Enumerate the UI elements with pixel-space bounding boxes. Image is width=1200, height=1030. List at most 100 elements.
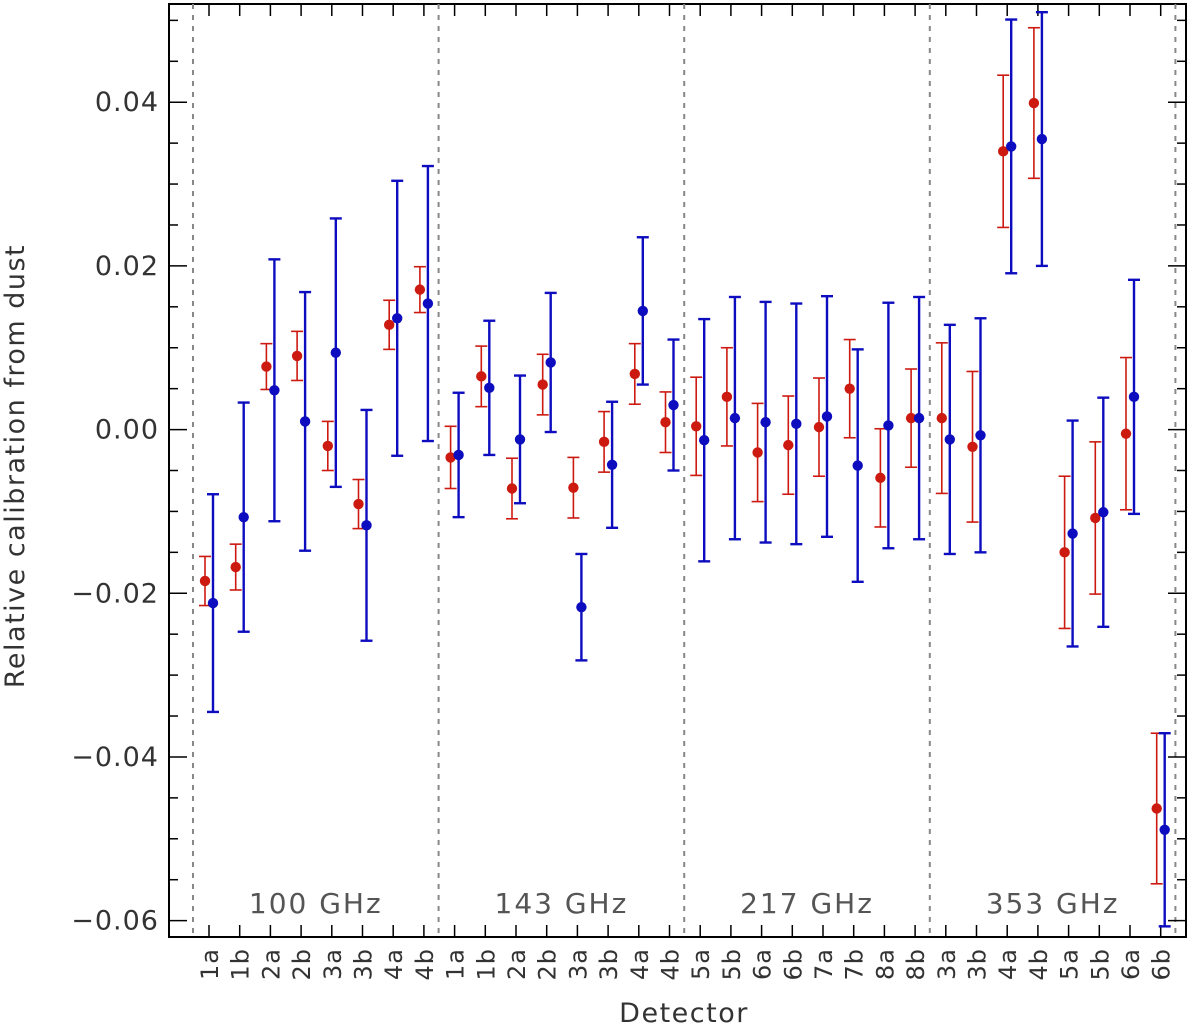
x-tick-label: 1b [472, 948, 500, 981]
blue-point-group [882, 301, 895, 550]
blue-data-point [207, 597, 219, 609]
blue-data-point [760, 417, 771, 428]
y-axis-title: Relative calibration from dust [0, 244, 31, 688]
red-point-group [1120, 356, 1132, 511]
red-point-group [905, 368, 918, 469]
blue-data-point [668, 399, 679, 411]
blue-data-point [1006, 141, 1017, 152]
x-axis-tick-labels: 1a 1b 2a 2b 3a 3b 4a 4b 1a 1b 2a 2b 3a 3b 4a 4b 5a 5b 6a 6b… [196, 948, 1176, 981]
blue-data-point [361, 520, 372, 531]
blue-point-group [667, 338, 680, 472]
y-tick-label: −0.02 [71, 578, 159, 609]
x-tick-label: 1a [442, 948, 470, 980]
red-point-group [751, 402, 764, 503]
band-labels: 100 GHz 143 GHz 217 GHz 353 GHz [249, 887, 1118, 920]
x-tick-label: 1a [196, 948, 224, 980]
blue-point-group [421, 164, 434, 443]
x-tick-label: 4a [380, 948, 408, 980]
blue-point-group [1035, 10, 1048, 268]
blue-point-group [452, 391, 465, 519]
red-point-group [444, 425, 457, 490]
red-data-point [691, 421, 702, 432]
blue-point-group [759, 300, 772, 544]
band-label: 217 GHz [740, 887, 874, 920]
blue-point-group [268, 258, 281, 523]
x-tick-label: 4a [994, 948, 1022, 980]
red-point-group [199, 555, 211, 607]
red-point-group [1089, 441, 1102, 595]
x-tick-label: 3a [564, 948, 592, 980]
x-tick-label: 4b [1025, 948, 1053, 981]
red-point-group [598, 410, 611, 473]
blue-point-group [728, 295, 741, 541]
red-data-point [660, 417, 671, 428]
blue-point-group [851, 348, 864, 584]
x-tick-label: 3b [964, 948, 992, 981]
x-tick-label: 3b [595, 948, 623, 981]
blue-data-point [484, 382, 495, 394]
red-data-point [445, 452, 456, 463]
red-point-group [628, 342, 641, 406]
red-point-group [997, 74, 1010, 229]
x-tick-label: 8b [902, 948, 930, 981]
blue-data-point [422, 298, 434, 309]
red-data-point [1090, 512, 1101, 524]
blue-point-group [698, 317, 711, 563]
blue-data-point [576, 601, 587, 613]
red-data-point [813, 421, 825, 433]
red-data-point [230, 561, 241, 573]
blue-point-group [606, 400, 619, 529]
blue-point-group [483, 319, 496, 457]
red-point-group [935, 342, 948, 495]
red-data-point [1151, 803, 1162, 814]
blue-data-point [238, 511, 249, 523]
x-tick-label: 6b [1148, 948, 1176, 981]
red-data-point [476, 371, 487, 382]
red-point-group [690, 376, 703, 477]
red-data-point [721, 391, 733, 403]
x-tick-label: 5a [687, 948, 715, 980]
red-point-group [1058, 475, 1071, 630]
blue-point-group [821, 294, 833, 538]
blue-point-group [1158, 732, 1171, 928]
y-tick-label: 0.02 [95, 251, 159, 282]
blue-point-group [360, 408, 373, 642]
x-tick-label: 4b [657, 948, 685, 981]
red-data-point [1120, 428, 1132, 439]
x-tick-label: 7a [810, 948, 838, 980]
x-tick-label: 7b [841, 948, 869, 981]
red-point-group [321, 420, 334, 472]
red-data-point [598, 436, 610, 448]
red-point-group [291, 330, 304, 382]
x-tick-label: 5b [1086, 948, 1114, 981]
x-tick-label: 6a [1117, 948, 1145, 980]
x-tick-label: 6a [749, 948, 777, 980]
x-tick-label: 3a [319, 948, 347, 980]
blue-data-point [606, 459, 618, 470]
red-point-group [720, 346, 733, 447]
red-point-group [506, 457, 518, 520]
blue-data-point [821, 411, 833, 422]
blue-data-point [392, 313, 403, 324]
x-tick-label: 1b [227, 948, 255, 981]
red-data-point [875, 472, 886, 484]
y-tick-label: 0.04 [95, 87, 159, 118]
blue-data-point [453, 449, 464, 461]
data-marks [199, 10, 1171, 928]
red-point-group [229, 543, 242, 591]
blue-data-point [1036, 133, 1048, 145]
red-point-group [260, 342, 273, 391]
band-label: 100 GHz [249, 887, 383, 920]
blue-point-group [636, 236, 649, 386]
red-data-point [629, 368, 640, 380]
red-point-group [352, 478, 365, 530]
red-point-group [383, 299, 396, 351]
blue-data-point [545, 357, 556, 368]
blue-point-group [329, 217, 342, 489]
blue-data-point [1128, 391, 1140, 403]
y-tick-label: 0.00 [95, 415, 159, 446]
y-tick-label: −0.04 [71, 742, 159, 773]
red-data-point [783, 439, 794, 451]
x-tick-label: 3b [350, 948, 378, 981]
